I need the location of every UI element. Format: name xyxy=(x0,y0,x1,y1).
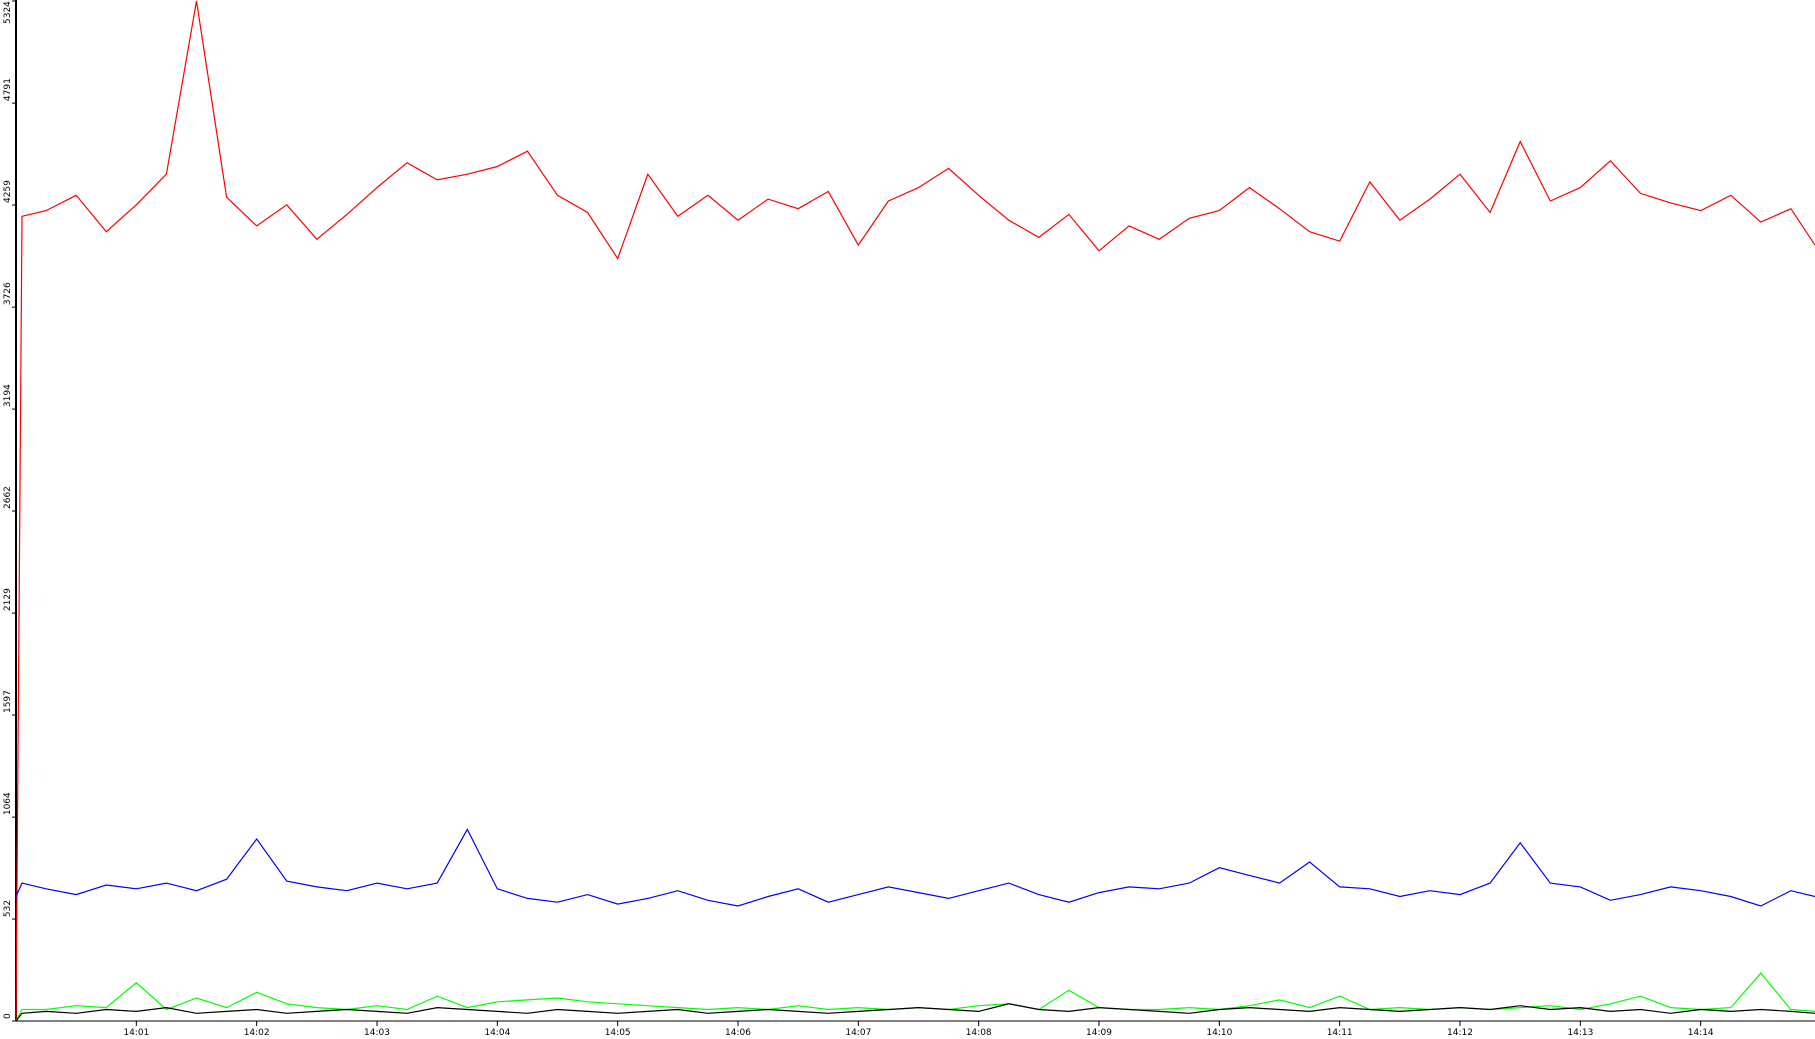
plot-area xyxy=(16,0,1815,1021)
x-tick-label: 14:10 xyxy=(1206,1028,1232,1038)
y-tick-label: 4259 xyxy=(3,180,13,203)
x-tick-label: 14:08 xyxy=(966,1028,992,1038)
y-tick-label: 532 xyxy=(3,900,13,917)
x-tick-label: 14:12 xyxy=(1447,1028,1473,1038)
series-line xyxy=(15,0,1815,1022)
x-tick-label: 14:11 xyxy=(1327,1028,1353,1038)
x-tick-label: 14:05 xyxy=(605,1028,631,1038)
y-tick-label: 4791 xyxy=(3,78,13,101)
y-tick-label: 2662 xyxy=(3,486,13,509)
y-tick-label: 1597 xyxy=(3,690,13,713)
x-tick-label: 14:09 xyxy=(1086,1028,1112,1038)
y-tick-label: 3726 xyxy=(3,282,13,305)
x-tick-label: 14:01 xyxy=(123,1028,149,1038)
x-tick-label: 14:07 xyxy=(845,1028,871,1038)
y-tick-label: 2129 xyxy=(3,588,13,611)
y-tick-label: 5324 xyxy=(3,1,13,24)
y-tick-label: 0 xyxy=(3,1013,13,1019)
x-tick-label: 14:02 xyxy=(244,1028,270,1038)
x-tick-label: 14:13 xyxy=(1567,1028,1593,1038)
series-line xyxy=(15,828,1815,907)
y-tick-label: 1064 xyxy=(3,792,13,815)
x-tick-label: 14:04 xyxy=(484,1028,510,1038)
series-line xyxy=(15,1003,1815,1022)
x-tick-label: 14:14 xyxy=(1688,1028,1714,1038)
x-tick-label: 14:03 xyxy=(364,1028,390,1038)
y-tick-label: 3194 xyxy=(3,384,13,407)
x-tick-label: 14:06 xyxy=(725,1028,751,1038)
